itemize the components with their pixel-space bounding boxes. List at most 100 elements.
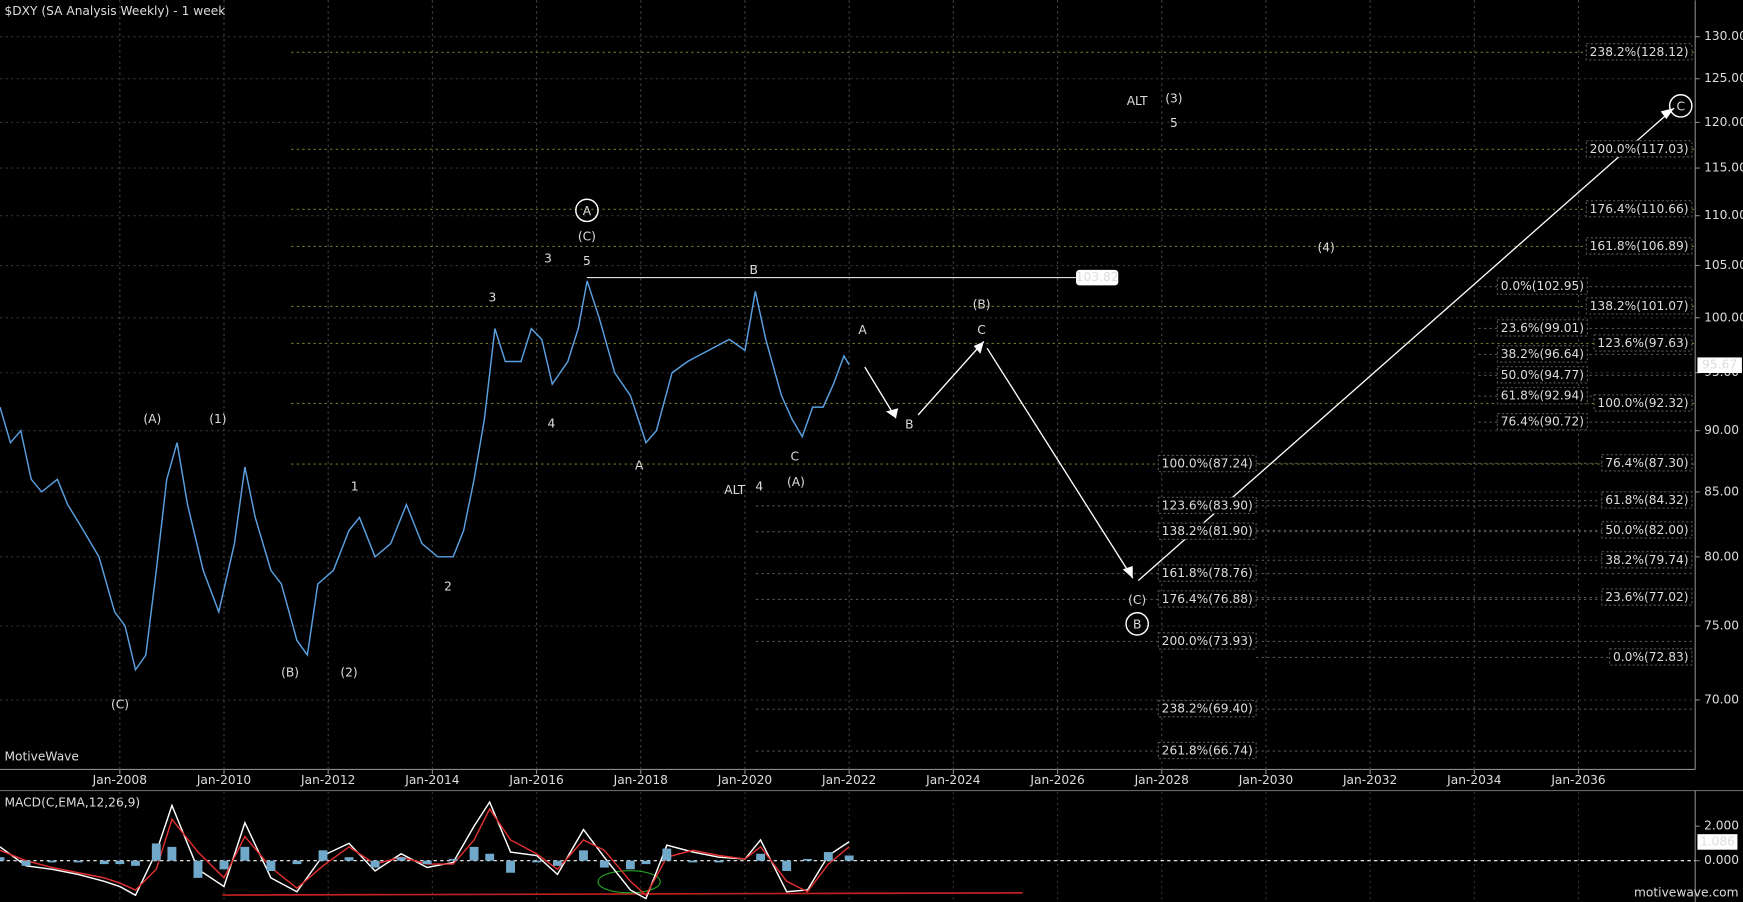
- fib-label-box: [1601, 551, 1693, 569]
- y-tick-label: 85.00: [1704, 484, 1739, 498]
- histogram-bar: [167, 846, 177, 861]
- x-tick-label: Jan-2022: [821, 773, 876, 787]
- histogram-bar: [193, 860, 203, 878]
- histogram-bar: [219, 860, 229, 870]
- histogram-bar: [782, 860, 792, 872]
- series-line: [0, 807, 850, 897]
- wave-label: (2): [340, 665, 357, 679]
- wave-label: C: [977, 323, 986, 337]
- annotation-circle: [1668, 94, 1693, 118]
- x-tick-label: Jan-2028: [1134, 773, 1189, 787]
- fib-label-box: [1601, 491, 1693, 509]
- wave-label: (3): [1165, 92, 1182, 106]
- wave-label: (B): [281, 665, 299, 679]
- y-tick-label: 75.00: [1704, 619, 1739, 633]
- fib-label: 200.0%(73.93): [1162, 634, 1253, 648]
- fib-label: 238.2%(69.40): [1162, 702, 1253, 716]
- wave-label: (A): [787, 475, 805, 489]
- histogram-bar: [469, 846, 479, 861]
- y-tick-label: 90.00: [1704, 423, 1739, 437]
- fib-label-box: [1601, 521, 1693, 539]
- wave-label: C: [791, 450, 800, 464]
- wave-label: (A): [143, 412, 161, 426]
- wave-label: ALT: [724, 483, 745, 497]
- x-tick-label: Jan-2008: [92, 773, 147, 787]
- fib-label: 38.2%(79.74): [1605, 553, 1688, 567]
- fib-label: 123.6%(97.63): [1597, 336, 1688, 350]
- footer: motivewave.com: [1634, 885, 1739, 899]
- y-tick-label: 120.00: [1704, 115, 1743, 129]
- histogram-bar: [422, 860, 432, 865]
- fib-label-box: [1496, 345, 1588, 363]
- fib-label: 161.8%(78.76): [1162, 566, 1253, 580]
- fib-label: 50.0%(94.77): [1501, 368, 1584, 382]
- wave-label: ALT: [1127, 94, 1148, 108]
- series-line: [0, 280, 850, 672]
- y-tick-label: 105.00: [1704, 258, 1743, 272]
- histogram-bar: [532, 860, 542, 863]
- x-tick-label: Jan-2026: [1029, 773, 1084, 787]
- wave-label: (C): [111, 698, 129, 712]
- histogram-bar: [396, 857, 406, 861]
- fib-label-box: [1496, 412, 1588, 431]
- wave-label: A: [858, 323, 867, 337]
- fib-label-box: [1601, 454, 1693, 472]
- histogram-bar: [47, 860, 57, 863]
- annotation-circle: [1125, 612, 1150, 636]
- y-tick-label: 115.00: [1704, 161, 1743, 175]
- fib-label-box: [1157, 522, 1257, 540]
- histogram-bar: [803, 858, 812, 861]
- fib-label: 238.2%(128.12): [1590, 45, 1689, 59]
- wave-label: B: [905, 417, 913, 431]
- histogram-bar: [292, 860, 302, 865]
- fib-label: 23.6%(77.02): [1605, 590, 1688, 604]
- fib-label: 261.8%(66.74): [1162, 744, 1253, 758]
- wave-label: 4: [755, 480, 763, 494]
- wave-label: 5: [583, 254, 591, 268]
- histogram-bar: [485, 853, 495, 861]
- fib-label: 38.2%(96.64): [1501, 347, 1584, 361]
- wave-label: (4): [1317, 241, 1334, 255]
- wave-label: C: [1676, 99, 1685, 113]
- histogram-bar: [73, 860, 83, 863]
- wave-label: A: [583, 204, 592, 218]
- fib-label: 0.0%(72.83): [1613, 650, 1689, 664]
- x-tick-label: Jan-2030: [1238, 773, 1293, 787]
- wave-label: B: [1133, 617, 1141, 631]
- histogram-bar: [756, 853, 766, 861]
- fib-label: 100.0%(92.32): [1597, 396, 1688, 410]
- histogram-bar: [844, 855, 854, 861]
- histogram-bar: [714, 860, 724, 863]
- fib-label: 200.0%(117.03): [1590, 142, 1689, 156]
- histogram-bar: [688, 860, 698, 863]
- histogram-bar: [823, 852, 833, 861]
- wave-label: 3: [544, 252, 552, 266]
- histogram-bar: [240, 846, 250, 861]
- x-tick-label: Jan-2020: [717, 773, 772, 787]
- wave-label: 4: [547, 416, 555, 430]
- y-tick-label: 130.00: [1704, 29, 1743, 43]
- histogram-bar: [662, 848, 672, 861]
- macd-y-tick-label: 0.000: [1704, 853, 1739, 867]
- fib-label: 161.8%(106.89): [1590, 239, 1689, 253]
- wave-label: (1): [209, 412, 226, 426]
- histogram-bar: [115, 860, 125, 865]
- wave-label: 2: [444, 580, 452, 594]
- price-tag-box: [1697, 357, 1742, 373]
- arrow-head: [1122, 566, 1133, 579]
- watermark: MotiveWave: [4, 750, 79, 764]
- histogram-bar: [266, 860, 276, 872]
- fib-label: 100.0%(87.24): [1162, 457, 1253, 471]
- fib-label: 50.0%(82.00): [1605, 523, 1688, 537]
- fib-label-box: [1593, 334, 1693, 352]
- wave-label: (C): [1128, 593, 1146, 607]
- fib-label-box: [1496, 387, 1588, 405]
- x-tick-label: Jan-2018: [613, 773, 668, 787]
- x-tick-label: Jan-2036: [1550, 773, 1605, 787]
- arrow: [864, 366, 897, 419]
- y-tick-label: 100.00: [1704, 310, 1743, 324]
- y-tick-label: 70.00: [1704, 692, 1739, 706]
- histogram-bar: [641, 860, 651, 865]
- histogram-bar: [344, 857, 354, 861]
